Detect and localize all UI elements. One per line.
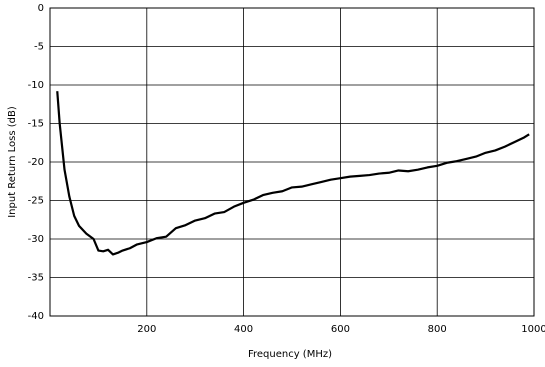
y-tick-label: 0 bbox=[38, 3, 44, 14]
y-tick-label: -20 bbox=[28, 157, 44, 168]
x-tick-label: 1000 bbox=[521, 324, 545, 335]
y-tick-label: -15 bbox=[28, 119, 44, 130]
y-tick-label: -10 bbox=[28, 80, 44, 91]
y-tick-label: -5 bbox=[34, 42, 44, 53]
y-tick-label: -35 bbox=[28, 273, 44, 284]
y-tick-label: -30 bbox=[28, 234, 44, 245]
x-axis-label: Frequency (MHz) bbox=[248, 349, 332, 360]
y-axis-label: Input Return Loss (dB) bbox=[7, 106, 18, 218]
y-tick-label: -25 bbox=[28, 196, 44, 207]
data-line bbox=[56, 91, 530, 256]
y-tick-label: -40 bbox=[28, 311, 44, 322]
x-tick-label: 600 bbox=[331, 324, 350, 335]
x-tick-label: 200 bbox=[137, 324, 156, 335]
x-tick-label: 800 bbox=[428, 324, 447, 335]
x-tick-label: 400 bbox=[234, 324, 253, 335]
